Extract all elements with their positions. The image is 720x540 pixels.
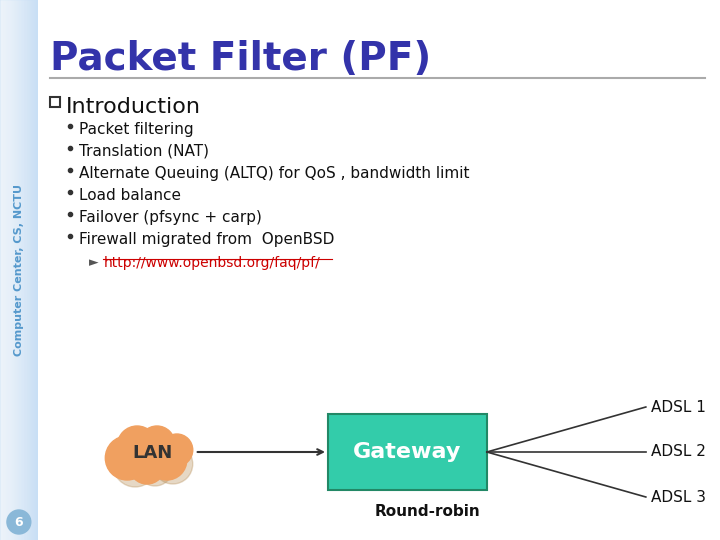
Text: Introduction: Introduction bbox=[66, 97, 201, 117]
Text: ADSL 2: ADSL 2 bbox=[651, 444, 706, 460]
Bar bbox=[32, 0, 33, 540]
Bar bbox=[15, 0, 16, 540]
Bar bbox=[6, 0, 7, 540]
Bar bbox=[20, 0, 21, 540]
Circle shape bbox=[113, 443, 157, 487]
Bar bbox=[33, 0, 34, 540]
Text: Round-robin: Round-robin bbox=[374, 504, 480, 519]
Bar bbox=[5, 0, 6, 540]
Bar bbox=[26, 0, 27, 540]
Bar bbox=[2, 0, 3, 540]
Text: Packet filtering: Packet filtering bbox=[79, 122, 194, 137]
Bar bbox=[8, 0, 9, 540]
Circle shape bbox=[153, 444, 193, 484]
Bar bbox=[1, 0, 2, 540]
Bar bbox=[28, 0, 29, 540]
FancyBboxPatch shape bbox=[0, 0, 37, 540]
Bar bbox=[50, 97, 60, 107]
Text: http://www.openbsd.org/faq/pf/: http://www.openbsd.org/faq/pf/ bbox=[104, 256, 320, 270]
Text: ►: ► bbox=[89, 256, 99, 269]
Circle shape bbox=[117, 426, 157, 466]
Bar bbox=[27, 0, 28, 540]
Bar bbox=[19, 0, 20, 540]
Circle shape bbox=[145, 432, 181, 468]
Bar bbox=[36, 0, 37, 540]
Text: 6: 6 bbox=[14, 516, 23, 529]
Bar bbox=[30, 0, 31, 540]
Bar bbox=[17, 0, 18, 540]
Text: Failover (pfsync + carp): Failover (pfsync + carp) bbox=[79, 210, 262, 225]
Bar bbox=[3, 0, 4, 540]
Text: Firewall migrated from  OpenBSD: Firewall migrated from OpenBSD bbox=[79, 232, 335, 247]
Bar bbox=[16, 0, 17, 540]
FancyBboxPatch shape bbox=[328, 414, 487, 490]
Text: ADSL 3: ADSL 3 bbox=[651, 489, 706, 504]
Text: Packet Filter (PF): Packet Filter (PF) bbox=[50, 40, 431, 78]
Text: Translation (NAT): Translation (NAT) bbox=[79, 144, 210, 159]
Bar bbox=[11, 0, 12, 540]
Bar bbox=[4, 0, 5, 540]
Bar bbox=[35, 0, 36, 540]
Text: Gateway: Gateway bbox=[354, 442, 462, 462]
Bar bbox=[0, 0, 1, 540]
Circle shape bbox=[139, 426, 175, 462]
Text: Computer Center, CS, NCTU: Computer Center, CS, NCTU bbox=[14, 184, 24, 356]
Bar bbox=[21, 0, 22, 540]
Circle shape bbox=[105, 436, 149, 480]
Bar bbox=[31, 0, 32, 540]
Text: Alternate Queuing (ALTQ) for QoS , bandwidth limit: Alternate Queuing (ALTQ) for QoS , bandw… bbox=[79, 166, 470, 181]
Bar bbox=[7, 0, 8, 540]
Circle shape bbox=[161, 434, 193, 466]
Circle shape bbox=[129, 448, 165, 484]
Bar bbox=[18, 0, 19, 540]
Bar bbox=[23, 0, 24, 540]
Text: Load balance: Load balance bbox=[79, 188, 181, 203]
Bar bbox=[34, 0, 35, 540]
Bar bbox=[13, 0, 14, 540]
Bar bbox=[22, 0, 23, 540]
Text: ADSL 1: ADSL 1 bbox=[651, 400, 706, 415]
Circle shape bbox=[7, 510, 31, 534]
Text: LAN: LAN bbox=[132, 444, 172, 462]
Bar bbox=[10, 0, 11, 540]
Circle shape bbox=[147, 440, 186, 480]
Circle shape bbox=[123, 432, 163, 472]
Bar bbox=[29, 0, 30, 540]
Bar bbox=[12, 0, 13, 540]
Circle shape bbox=[137, 450, 173, 486]
Bar bbox=[14, 0, 15, 540]
Bar bbox=[24, 0, 26, 540]
Bar bbox=[9, 0, 10, 540]
